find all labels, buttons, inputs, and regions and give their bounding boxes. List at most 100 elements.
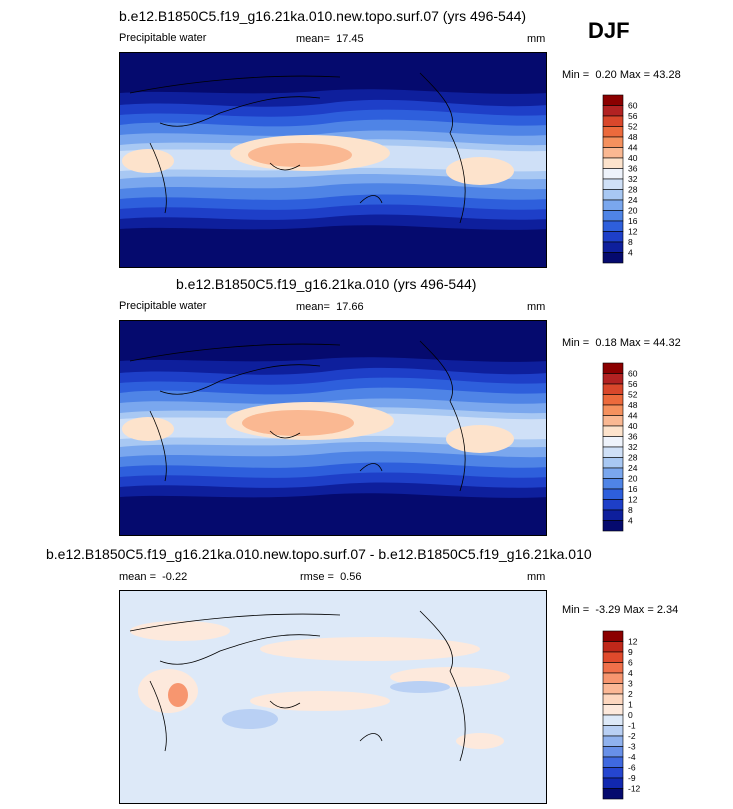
colorbar-box xyxy=(602,746,624,758)
panel3-rmse-label: rmse = xyxy=(300,571,334,583)
panel2-map-svg xyxy=(120,321,546,535)
colorbar-tick-label: 8 xyxy=(628,505,633,515)
colorbar-tick-label: 16 xyxy=(628,484,638,494)
colorbar-box xyxy=(602,788,624,800)
panel3-units: mm xyxy=(527,571,546,583)
colorbar-tick-label: -1 xyxy=(628,721,636,731)
colorbar-tick-label: 56 xyxy=(628,111,638,121)
colorbar-tick-label: 20 xyxy=(628,206,638,216)
colorbar-box xyxy=(602,488,624,500)
colorbar-tick-label: -12 xyxy=(628,784,641,794)
colorbar-tick-label: 56 xyxy=(628,379,638,389)
colorbar-tick-label: 2 xyxy=(628,689,633,699)
panel2-title: b.e12.B1850C5.f19_g16.21ka.010 (yrs 496-… xyxy=(176,276,477,292)
colorbar-tick-label: 48 xyxy=(628,400,638,410)
colorbar-box xyxy=(602,126,624,138)
colorbar-tick-label: -4 xyxy=(628,752,636,762)
colorbar-box xyxy=(602,157,624,169)
panel3-rmse-value: 0.56 xyxy=(340,571,362,583)
colorbar-box xyxy=(602,199,624,211)
colorbar-tick-label: 20 xyxy=(628,474,638,484)
colorbar-tick-label: 24 xyxy=(628,463,638,473)
colorbar-box xyxy=(602,115,624,127)
colorbar-tick-label: 52 xyxy=(628,122,638,132)
panel1-map-svg xyxy=(120,53,546,267)
colorbar-box xyxy=(602,425,624,437)
colorbar-box xyxy=(602,693,624,705)
colorbar-tick-label: 32 xyxy=(628,174,638,184)
colorbar-tick-label: -6 xyxy=(628,763,636,773)
panel1-min-label: Min = xyxy=(562,69,590,81)
panel2-units: mm xyxy=(527,301,546,313)
panel1-colorbar: 60 56 52 48 44 40 36 32 28 24 20 16 12 8 4 xyxy=(602,94,662,266)
colorbar-box xyxy=(602,241,624,253)
colorbar-tick-label: 9 xyxy=(628,647,633,657)
colorbar-tick-label: 52 xyxy=(628,390,638,400)
panel3-coastlines xyxy=(129,610,466,762)
panel3-mean-label: mean = xyxy=(119,571,156,583)
panel2-variable: Precipitable water xyxy=(119,300,207,312)
panel3-max-value: 2.34 xyxy=(656,604,679,616)
colorbar-tick-label: 24 xyxy=(628,195,638,205)
colorbar-box xyxy=(602,651,624,663)
colorbar-box xyxy=(602,777,624,789)
colorbar-tick-label: 4 xyxy=(628,516,633,526)
colorbar-tick-label: 36 xyxy=(628,432,638,442)
colorbar-box xyxy=(602,499,624,511)
panel3-pos-2 xyxy=(260,637,480,661)
panel1-title: b.e12.B1850C5.f19_g16.21ka.010.new.topo.… xyxy=(119,8,527,24)
colorbar-tick-label: 12 xyxy=(628,227,638,237)
colorbar-tick-label: 0 xyxy=(628,710,633,720)
panel3-neg-1 xyxy=(222,709,278,729)
colorbar-box xyxy=(602,714,624,726)
colorbar-box xyxy=(602,457,624,469)
panel2-warm-america xyxy=(446,425,514,453)
panel3-mean: mean = -0.22 xyxy=(119,571,187,583)
colorbar-box xyxy=(602,641,624,653)
colorbar-box xyxy=(602,415,624,427)
panel2-min-label: Min = xyxy=(562,337,590,349)
panel2-minmax: Min = 0.18 Max = 44.32 xyxy=(562,337,681,349)
colorbar-tick-label: 12 xyxy=(628,495,638,505)
panel3-pos-1 xyxy=(130,621,230,641)
colorbar-box xyxy=(602,404,624,416)
panel3-colorbar: 12 9 6 4 3 2 1 0 -1 -2 -3 -4 -6 -9 -12 xyxy=(602,630,662,802)
panel2-max-value: 44.32 xyxy=(653,337,681,349)
panel3-min-label: Min = xyxy=(562,604,590,616)
panel3-pos-4 xyxy=(250,691,390,711)
panel1-min-value: 0.20 xyxy=(595,69,617,81)
colorbar-tick-label: 40 xyxy=(628,153,638,163)
colorbar-box xyxy=(602,662,624,674)
colorbar-tick-label: 16 xyxy=(628,216,638,226)
panel2-colorbar: 60 56 52 48 44 40 36 32 28 24 20 16 12 8 4 xyxy=(602,362,662,534)
panel2-warm-africa xyxy=(122,417,174,441)
colorbar-box xyxy=(602,756,624,768)
colorbar-box xyxy=(602,478,624,490)
colorbar-tick-label: 32 xyxy=(628,442,638,452)
colorbar-tick-label: 60 xyxy=(628,369,638,379)
colorbar-box xyxy=(602,373,624,385)
colorbar-box xyxy=(602,735,624,747)
panel3-map-svg xyxy=(120,591,546,803)
panel3-map xyxy=(119,590,547,804)
colorbar-tick-label: 48 xyxy=(628,132,638,142)
season-label: DJF xyxy=(588,18,630,43)
panel1-warm-africa xyxy=(122,149,174,173)
panel2-mean-value: 17.66 xyxy=(336,301,364,313)
colorbar-box xyxy=(602,189,624,201)
colorbar-box xyxy=(602,520,624,532)
colorbar-tick-label: 60 xyxy=(628,101,638,111)
panel1-units: mm xyxy=(527,33,546,45)
colorbar-tick-label: 40 xyxy=(628,421,638,431)
colorbar-box xyxy=(602,231,624,243)
colorbar-tick-label: 28 xyxy=(628,185,638,195)
colorbar-box xyxy=(602,467,624,479)
colorbar-box xyxy=(602,220,624,232)
panel1-max-value: 43.28 xyxy=(653,69,681,81)
panel2-mean: mean= 17.66 xyxy=(296,301,364,313)
colorbar-tick-label: -2 xyxy=(628,731,636,741)
panel1-mean: mean= 17.45 xyxy=(296,33,364,45)
panel2-coastlines xyxy=(129,340,466,492)
